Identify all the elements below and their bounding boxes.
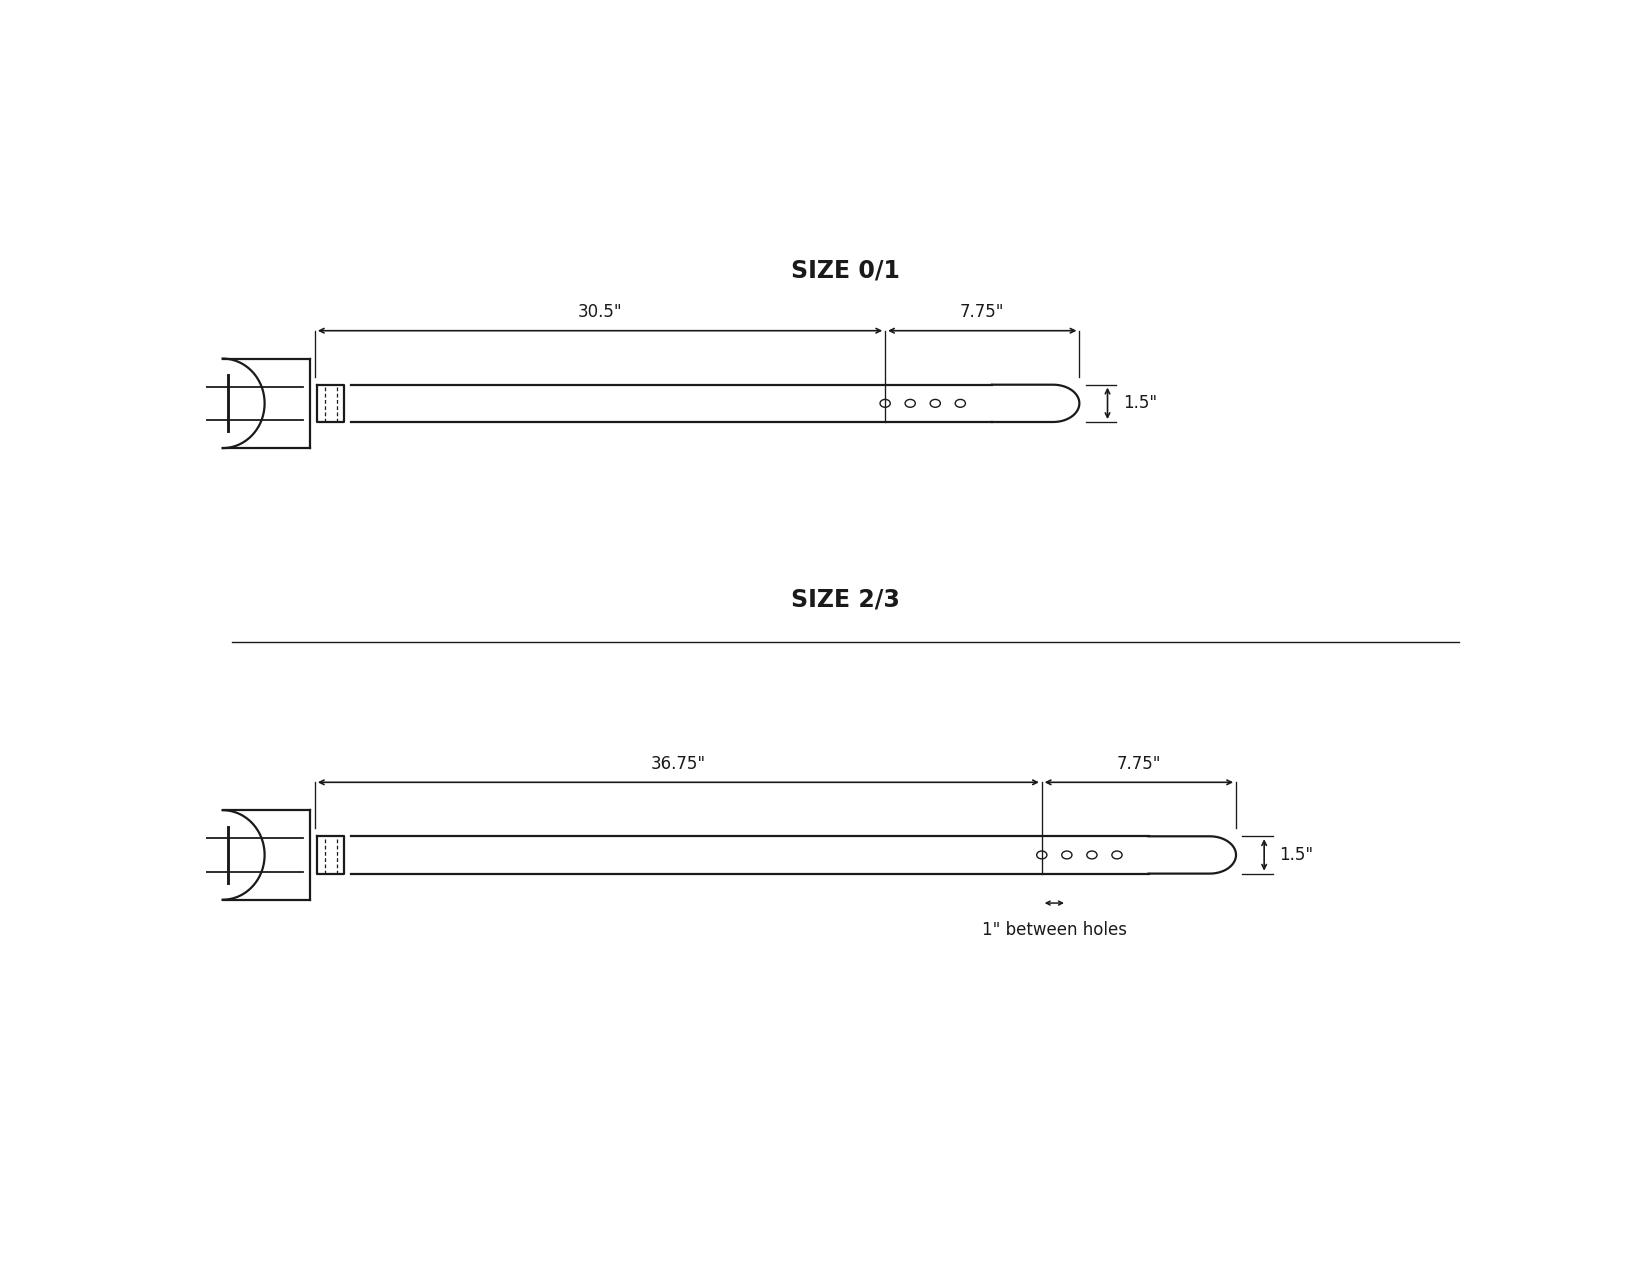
Text: 30.5": 30.5" <box>578 303 622 321</box>
Text: SIZE 0/1: SIZE 0/1 <box>792 259 899 283</box>
Text: 1" between holes: 1" between holes <box>982 921 1127 938</box>
Text: 7.75": 7.75" <box>1117 755 1162 773</box>
Text: 7.75": 7.75" <box>960 303 1005 321</box>
Text: 1.5": 1.5" <box>1279 845 1313 864</box>
Text: 36.75": 36.75" <box>650 755 706 773</box>
Text: SIZE 2/3: SIZE 2/3 <box>792 588 899 612</box>
Text: 1.5": 1.5" <box>1124 394 1157 412</box>
